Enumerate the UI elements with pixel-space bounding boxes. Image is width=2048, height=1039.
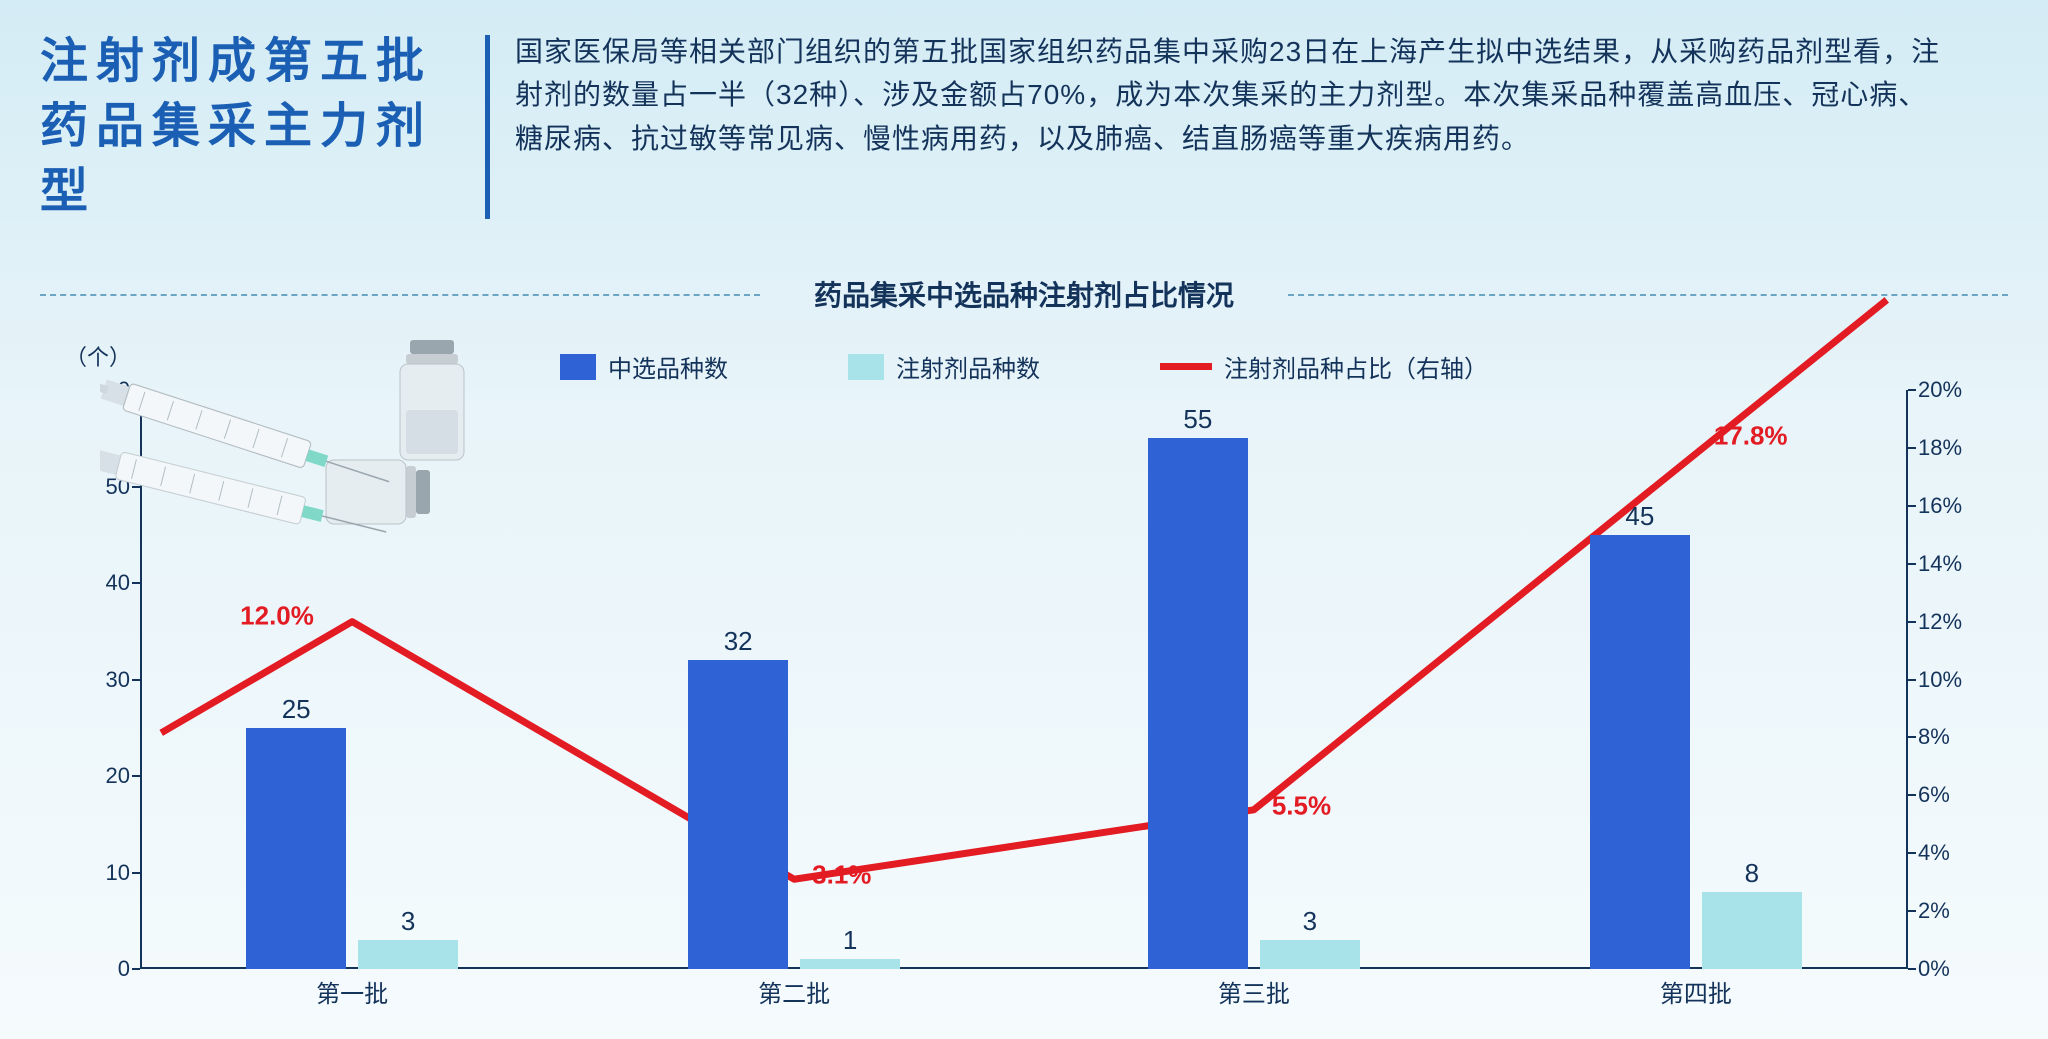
y-left-tick <box>132 872 140 874</box>
bar-injection-count: 8 <box>1702 892 1802 969</box>
y-left-unit: （个） <box>65 340 131 372</box>
y-left-tick <box>132 582 140 584</box>
title-divider <box>485 35 490 219</box>
y-right-tick <box>1908 794 1916 796</box>
y-left-tick-label: 20 <box>70 763 130 789</box>
y-left-tick <box>132 968 140 970</box>
y-right-tick-label: 18% <box>1918 435 1988 461</box>
chart-plot: 01020304050600%2%4%6%8%10%12%14%16%18%20… <box>140 390 1908 969</box>
bar-value-label: 32 <box>688 626 788 657</box>
bar-value-label: 55 <box>1148 404 1248 435</box>
y-left-tick-label: 40 <box>70 570 130 596</box>
bar-selected-count: 55 <box>1148 438 1248 969</box>
bar-injection-count: 3 <box>358 940 458 969</box>
pct-label: 12.0% <box>240 600 314 631</box>
bar-value-label: 25 <box>246 694 346 725</box>
description-block: 国家医保局等相关部门组织的第五批国家组织药品集中采购23日在上海产生拟中选结果，… <box>515 30 2008 224</box>
bar-selected-count: 25 <box>246 728 346 969</box>
category-label: 第四批 <box>1660 974 1732 1009</box>
y-right-tick <box>1908 852 1916 854</box>
y-right-tick-label: 12% <box>1918 609 1988 635</box>
bar-selected-count: 32 <box>688 660 788 969</box>
y-left-tick-label: 30 <box>70 667 130 693</box>
y-right-tick-label: 4% <box>1918 840 1988 866</box>
y-right-tick-label: 14% <box>1918 551 1988 577</box>
bar-value-label: 1 <box>800 925 900 956</box>
title-block: 注射剂成第五批 药品集采主力剂型 <box>40 30 480 224</box>
y-right-tick-label: 20% <box>1918 377 1988 403</box>
y-left-tick-label: 60 <box>70 377 130 403</box>
y-left-tick <box>132 389 140 391</box>
y-right-tick <box>1908 389 1916 391</box>
y-left-tick <box>132 775 140 777</box>
page-title: 注射剂成第五批 药品集采主力剂型 <box>40 30 460 224</box>
y-right-tick <box>1908 563 1916 565</box>
pct-label: 5.5% <box>1272 790 1331 821</box>
bar-injection-count: 3 <box>1260 940 1360 969</box>
y-left-tick-label: 10 <box>70 860 130 886</box>
y-right-tick <box>1908 968 1916 970</box>
bar-value-label: 8 <box>1702 858 1802 889</box>
y-left-tick-label: 50 <box>70 474 130 500</box>
title-line-2: 药品集采主力剂型 <box>40 100 432 218</box>
bar-injection-count: 1 <box>800 959 900 969</box>
category-label: 第一批 <box>316 974 388 1009</box>
header: 注射剂成第五批 药品集采主力剂型 国家医保局等相关部门组织的第五批国家组织药品集… <box>0 0 2048 244</box>
y-right-tick-label: 10% <box>1918 667 1988 693</box>
y-right-tick-label: 0% <box>1918 956 1988 982</box>
y-right-tick <box>1908 505 1916 507</box>
pct-label: 3.1% <box>812 860 871 891</box>
category-label: 第二批 <box>758 974 830 1009</box>
bar-value-label: 3 <box>358 906 458 937</box>
y-right-tick-label: 2% <box>1918 898 1988 924</box>
y-right-tick <box>1908 679 1916 681</box>
y-right-tick-label: 6% <box>1918 782 1988 808</box>
y-left-tick-label: 0 <box>70 956 130 982</box>
bar-selected-count: 45 <box>1590 535 1690 969</box>
bar-value-label: 3 <box>1260 906 1360 937</box>
y-right-tick <box>1908 447 1916 449</box>
y-right-tick <box>1908 910 1916 912</box>
category-label: 第三批 <box>1218 974 1290 1009</box>
y-left-tick <box>132 486 140 488</box>
description-text: 国家医保局等相关部门组织的第五批国家组织药品集中采购23日在上海产生拟中选结果，… <box>515 30 1948 160</box>
pct-label: 17.8% <box>1714 420 1788 451</box>
y-right-tick <box>1908 621 1916 623</box>
y-left-tick <box>132 679 140 681</box>
title-line-1: 注射剂成第五批 <box>40 35 432 88</box>
chart-area: （个） 01020304050600%2%4%6%8%10%12%14%16%1… <box>40 360 2008 1019</box>
chart-title: 药品集采中选品种注射剂占比情况 <box>0 274 2048 314</box>
bar-value-label: 45 <box>1590 501 1690 532</box>
y-right-tick-label: 8% <box>1918 724 1988 750</box>
y-right-tick <box>1908 736 1916 738</box>
y-right-tick-label: 16% <box>1918 493 1988 519</box>
